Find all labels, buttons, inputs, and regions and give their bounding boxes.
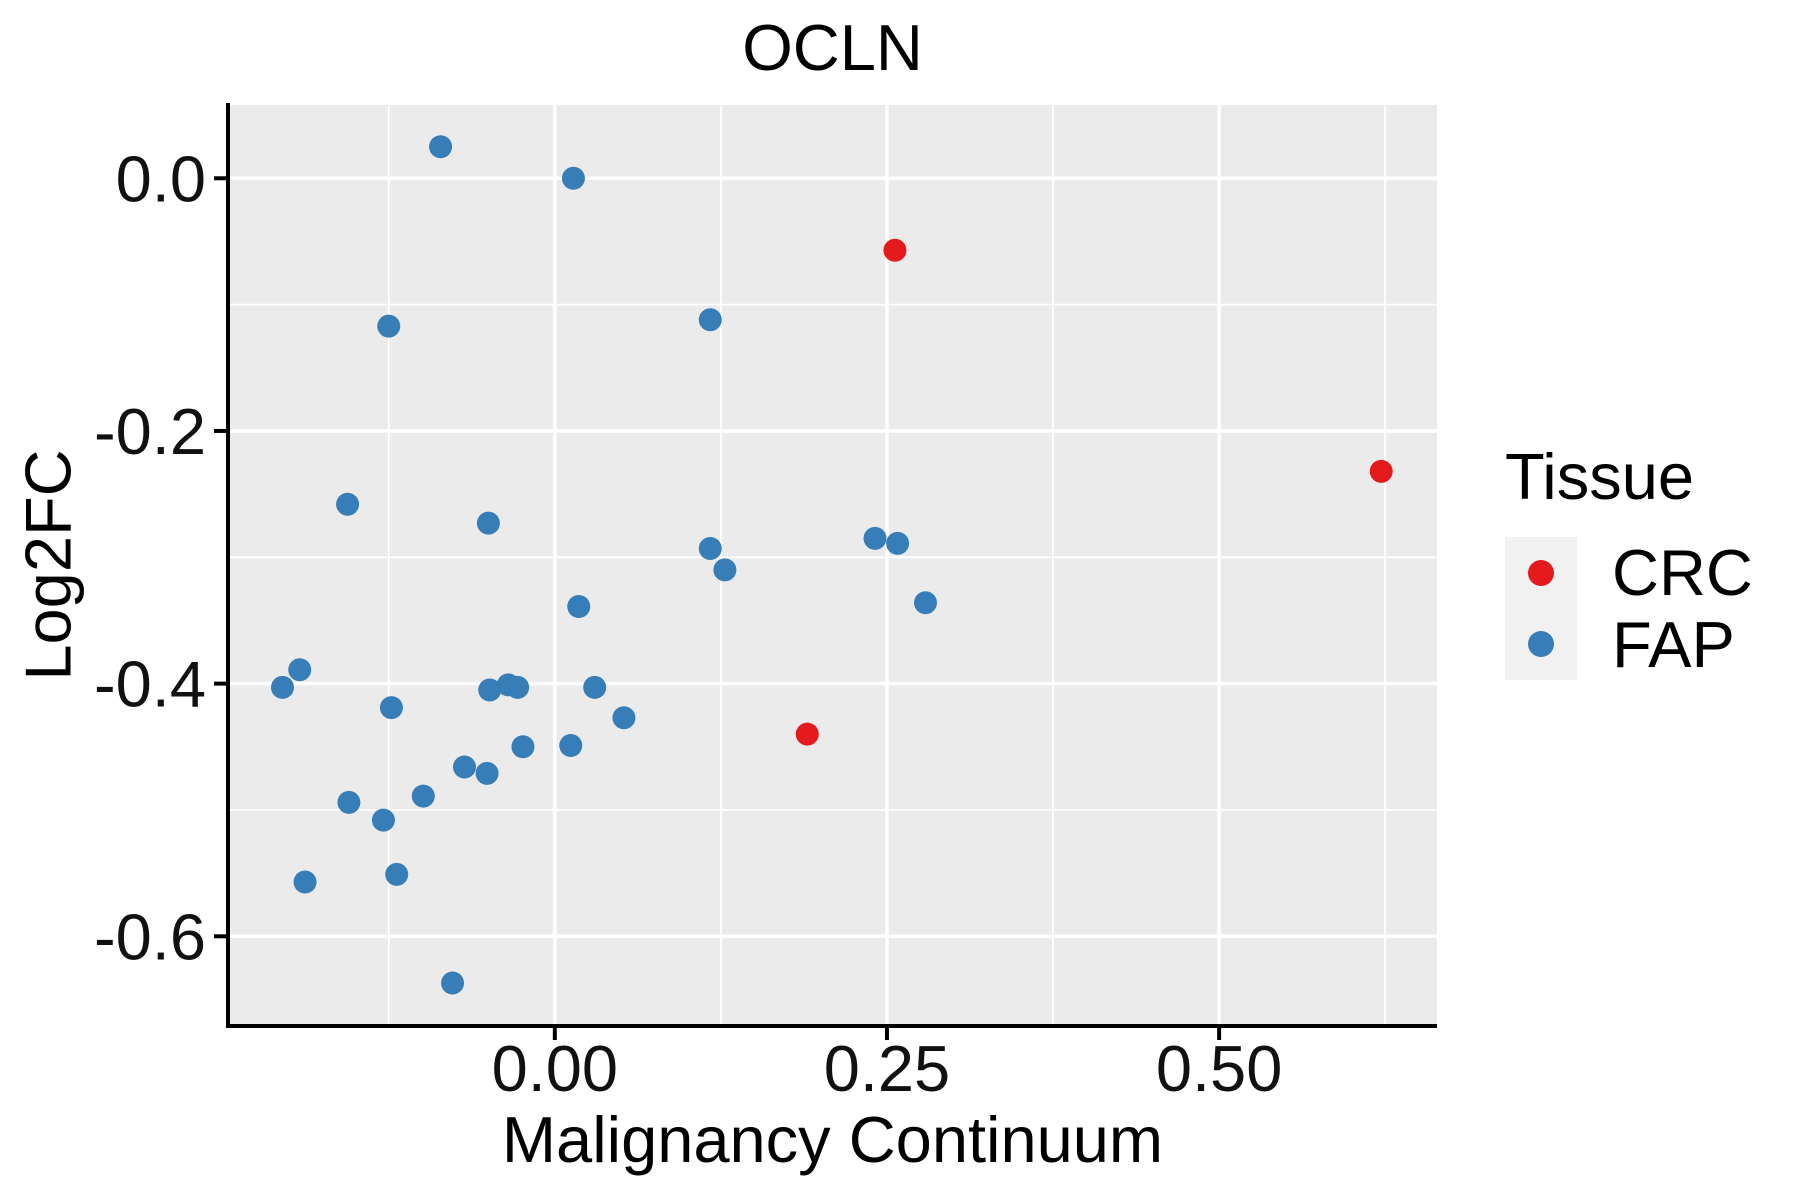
data-point-FAP bbox=[379, 696, 403, 720]
legend: Tissue CRC FAP bbox=[1505, 444, 1753, 680]
y-tick-label: -0.4 bbox=[94, 648, 206, 721]
data-point-FAP bbox=[411, 784, 435, 808]
legend-item-label: CRC bbox=[1612, 536, 1753, 610]
legend-item-label: FAP bbox=[1612, 607, 1735, 681]
data-point-FAP bbox=[698, 536, 722, 560]
data-point-FAP bbox=[293, 870, 317, 894]
legend-dot-icon bbox=[1528, 631, 1554, 658]
x-tick-label: 0.50 bbox=[1156, 1032, 1283, 1105]
data-point-CRC bbox=[883, 238, 907, 262]
plot-title: OCLN bbox=[742, 11, 923, 84]
legend-item-crc: CRC bbox=[1505, 537, 1753, 609]
legend-dot-icon bbox=[1528, 559, 1554, 586]
x-axis-title: Malignancy Continuum bbox=[501, 1103, 1164, 1176]
legend-items: CRC FAP bbox=[1505, 537, 1753, 680]
data-point-FAP bbox=[476, 511, 500, 535]
data-point-FAP bbox=[377, 314, 401, 338]
data-point-FAP bbox=[506, 675, 530, 699]
data-point-FAP bbox=[583, 675, 607, 699]
legend-key bbox=[1505, 608, 1577, 680]
legend-item-fap: FAP bbox=[1505, 607, 1753, 681]
data-point-FAP bbox=[288, 658, 312, 682]
data-point-FAP bbox=[270, 675, 294, 699]
legend-key bbox=[1505, 537, 1577, 609]
panel-background bbox=[228, 105, 1437, 1026]
data-point-FAP bbox=[475, 761, 499, 785]
y-tick-label: -0.2 bbox=[94, 395, 206, 468]
y-tick-label: -0.6 bbox=[94, 900, 206, 973]
y-axis-title: Log2FC bbox=[11, 449, 85, 681]
data-point-FAP bbox=[612, 706, 636, 730]
data-point-FAP bbox=[713, 558, 737, 582]
data-point-FAP bbox=[371, 808, 395, 832]
data-point-FAP bbox=[559, 734, 583, 758]
legend-title: Tissue bbox=[1505, 440, 1695, 513]
data-point-FAP bbox=[385, 862, 409, 886]
x-tick-label: 0.00 bbox=[492, 1032, 619, 1105]
x-tick-label: 0.25 bbox=[824, 1032, 951, 1105]
data-point-FAP bbox=[478, 678, 502, 702]
y-tick-label: 0.0 bbox=[116, 142, 206, 215]
data-point-CRC bbox=[1369, 459, 1393, 483]
data-point-FAP bbox=[567, 595, 591, 619]
data-point-FAP bbox=[698, 308, 722, 332]
data-point-FAP bbox=[914, 591, 937, 615]
data-point-FAP bbox=[337, 790, 361, 814]
data-point-FAP bbox=[863, 526, 887, 550]
data-point-FAP bbox=[511, 735, 535, 759]
data-point-FAP bbox=[429, 135, 453, 159]
data-point-FAP bbox=[441, 971, 465, 995]
data-point-FAP bbox=[336, 492, 360, 516]
data-point-FAP bbox=[886, 531, 910, 555]
data-point-FAP bbox=[452, 755, 476, 779]
data-point-FAP bbox=[561, 166, 585, 190]
data-point-CRC bbox=[795, 722, 819, 746]
